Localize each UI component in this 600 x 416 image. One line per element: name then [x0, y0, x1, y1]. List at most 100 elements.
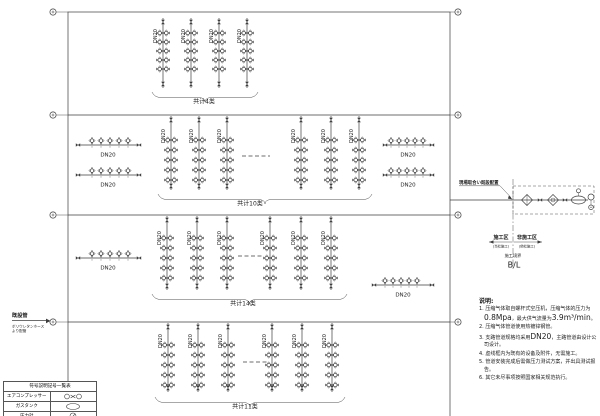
- coupler-body: [241, 66, 246, 72]
- coupler-petal: [199, 169, 201, 171]
- coupler-icon: [190, 274, 197, 282]
- coupler-icon: [167, 264, 174, 272]
- coupler-petal: [381, 279, 384, 282]
- coupler-icon: [190, 234, 197, 242]
- coupler-pair: [221, 381, 235, 389]
- coupler-icon: [184, 65, 191, 73]
- coupler-petal: [169, 249, 172, 252]
- coupler-petal: [222, 274, 225, 277]
- coupler-petal: [326, 166, 329, 169]
- coupler-icon: [219, 29, 226, 37]
- coupler-icon: [325, 361, 332, 369]
- coupler-body: [266, 372, 271, 378]
- notes-list: 1. 压缩气体取自螺杆式空压机，压缩气体的压力为0.8Mpa，最大供气流量为3.…: [479, 306, 599, 383]
- coupler-petal: [165, 277, 167, 279]
- coupler-icon: [171, 136, 178, 144]
- valve-tri: [195, 283, 199, 286]
- coupler-petal: [265, 364, 268, 366]
- valve-icon: [268, 283, 272, 289]
- coupler-icon: [272, 381, 279, 389]
- coupler-icon: [395, 137, 403, 144]
- coupler-petal: [245, 32, 247, 34]
- valve-tri: [217, 81, 221, 84]
- coupler-petal: [294, 139, 297, 141]
- coupler-petal: [195, 277, 197, 279]
- gauge-dot: [590, 206, 592, 208]
- coupler-body: [353, 157, 358, 163]
- valve-tri: [268, 220, 272, 223]
- coupler-petal: [223, 381, 226, 384]
- coupler-petal: [326, 141, 329, 144]
- coupler-petal: [223, 361, 226, 364]
- coupler-petal: [301, 257, 303, 259]
- coupler-petal: [297, 366, 300, 369]
- coupler-petal: [229, 269, 232, 272]
- coupler-petal: [167, 257, 169, 259]
- coupler-icon: [199, 166, 206, 174]
- coupler-petal: [274, 257, 277, 259]
- coupler-icon: [389, 277, 397, 284]
- coupler-petal: [270, 277, 272, 279]
- coupler-petal: [170, 371, 173, 374]
- coupler-petal: [304, 346, 307, 349]
- coupler-petal: [334, 341, 337, 344]
- node-inner: [51, 10, 55, 14]
- coupler-icon: [270, 234, 277, 242]
- coupler-petal: [223, 366, 226, 369]
- coupler-icon: [301, 274, 308, 282]
- coupler-icon: [190, 254, 197, 262]
- coupler-petal: [333, 249, 336, 252]
- coupler-petal: [231, 237, 234, 239]
- coupler-icon: [164, 166, 171, 174]
- coupler-icon: [295, 351, 302, 359]
- coupler-petal: [327, 351, 330, 354]
- coupler-petal: [326, 264, 329, 267]
- coupler-icon: [190, 264, 197, 272]
- coupler-petal: [274, 371, 277, 374]
- coupler-icon: [156, 56, 163, 64]
- coupler-pair: [164, 146, 178, 154]
- coupler-petal: [270, 364, 272, 366]
- coupler-body: [168, 275, 173, 281]
- coupler-body: [89, 138, 95, 143]
- coupler-petal: [156, 32, 159, 34]
- coupler-petal: [406, 167, 408, 170]
- coupler-pair: [161, 341, 175, 349]
- coupler-icon: [270, 254, 277, 262]
- coupler-petal: [263, 257, 266, 259]
- coupler-petal: [390, 171, 392, 174]
- coupler-petal: [267, 346, 270, 349]
- valve-icon: [75, 173, 81, 177]
- pipe-size-label: DN20: [321, 129, 327, 143]
- node-outer: [49, 8, 57, 16]
- coupler-petal: [193, 346, 196, 349]
- coupler-body: [333, 362, 338, 368]
- coupler-icon: [197, 234, 204, 242]
- coupler-petal: [160, 237, 163, 239]
- coupler-petal: [406, 141, 408, 144]
- coupler-petal: [100, 171, 102, 174]
- coupler-petal: [411, 139, 414, 142]
- coupler-petal: [296, 259, 299, 262]
- coupler-body: [193, 157, 198, 163]
- coupler-icon: [161, 341, 168, 349]
- valve-tri: [300, 388, 304, 391]
- coupler-petal: [274, 356, 277, 359]
- coupler-petal: [335, 159, 338, 161]
- coupler-petal: [221, 43, 224, 46]
- coupler-petal: [162, 239, 165, 242]
- coupler-petal: [196, 354, 198, 356]
- coupler-pair: [161, 361, 175, 369]
- coupler-petal: [335, 149, 338, 151]
- coupler-petal: [267, 371, 270, 374]
- coupler-pair: [324, 264, 338, 272]
- coupler-icon: [212, 29, 219, 37]
- pipe-size-label: DN20: [189, 129, 195, 143]
- valve-tri: [330, 388, 334, 391]
- coupler-petal: [200, 361, 203, 364]
- coupler-icon: [220, 156, 227, 164]
- valve-tri: [270, 327, 274, 330]
- coupler-pair: [324, 156, 338, 164]
- coupler-body: [271, 245, 276, 251]
- coupler-pair: [212, 56, 226, 64]
